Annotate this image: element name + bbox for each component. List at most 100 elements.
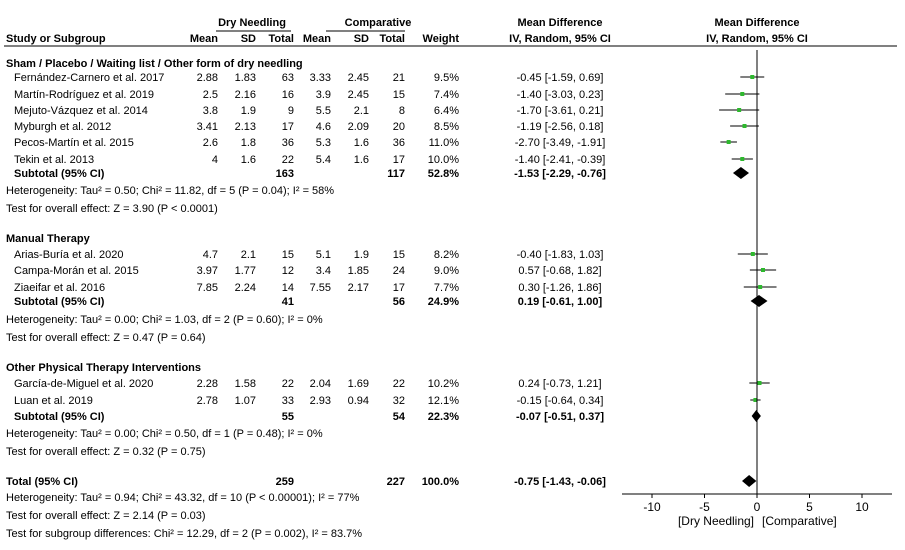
sd1-column-header: SD — [241, 33, 256, 45]
total2-value: 15 — [393, 89, 405, 101]
weight-value: 7.4% — [434, 89, 459, 101]
total-weight: 100.0% — [422, 476, 460, 488]
effect-marker — [758, 285, 763, 289]
ci-text: -1.19 [-2.56, 0.18] — [517, 121, 604, 133]
mean1-value: 2.5 — [203, 89, 218, 101]
effect-marker — [737, 108, 742, 112]
total2-column-header: Total — [380, 33, 405, 45]
data-table: Dry Needling Comparative Mean Difference IV… — [4, 17, 897, 540]
total1-value: 36 — [282, 137, 294, 149]
forest-plot-panel: -10 -5 0 5 10 [Dry Needling] [Comparative] — [622, 50, 892, 528]
effect-marker — [757, 381, 762, 385]
subtotal-weight: 52.8% — [428, 168, 459, 180]
effect-marker — [742, 124, 747, 128]
mean2-value: 4.6 — [316, 121, 331, 133]
subgroup-title: Manual Therapy — [6, 233, 91, 245]
sd2-value: 1.9 — [354, 249, 369, 261]
ci-text: -1.40 [-3.03, 0.23] — [517, 89, 604, 101]
mean1-value: 2.6 — [203, 137, 218, 149]
weight-value: 11.0% — [429, 137, 460, 149]
sd2-value: 1.6 — [354, 137, 369, 149]
overall-effect-text: Test for overall effect: Z = 3.90 (P < 0… — [6, 203, 218, 215]
study-column-header: Study or Subgroup — [6, 33, 106, 45]
effect-marker — [750, 75, 755, 79]
sd2-value: 2.45 — [348, 72, 369, 84]
mean1-value: 4.7 — [203, 249, 218, 261]
total1-value: 17 — [282, 121, 294, 133]
overall-effect-text: Test for overall effect: Z = 0.47 (P = 0… — [6, 332, 206, 344]
study-name: Arias-Buría et al. 2020 — [14, 249, 123, 261]
sd1-value: 1.83 — [235, 72, 256, 84]
ci-text: 0.24 [-0.73, 1.21] — [518, 378, 601, 390]
sd2-value: 2.1 — [354, 105, 369, 117]
subtotal-ci-text: -1.53 [-2.29, -0.76] — [514, 168, 606, 180]
sd2-value: 0.94 — [348, 395, 369, 407]
total1-value: 22 — [282, 378, 294, 390]
mean2-value: 2.04 — [310, 378, 331, 390]
mean2-value: 5.3 — [316, 137, 331, 149]
sd2-value: 2.17 — [348, 282, 369, 294]
sd1-value: 2.13 — [235, 121, 256, 133]
mean2-value: 3.9 — [316, 89, 331, 101]
total1-value: 63 — [282, 72, 294, 84]
total2-value: 20 — [393, 121, 405, 133]
subtotal-ci-text: -0.07 [-0.51, 0.37] — [516, 411, 604, 423]
subtotal-n2: 54 — [393, 411, 406, 423]
mean2-value: 5.5 — [316, 105, 331, 117]
weight-value: 8.5% — [434, 121, 459, 133]
mean2-column-header: Mean — [303, 33, 331, 45]
total-label: Total (95% CI) — [6, 476, 78, 488]
total2-value: 24 — [393, 265, 405, 277]
weight-value: 7.7% — [434, 282, 459, 294]
study-name: Fernández-Carnero et al. 2017 — [14, 72, 164, 84]
group2-header: Comparative — [345, 17, 412, 29]
total2-value: 15 — [393, 249, 405, 261]
mean2-value: 5.4 — [316, 154, 331, 166]
pooled-diamond — [741, 475, 757, 487]
weight-value: 10.2% — [428, 378, 459, 390]
ci-text: -1.40 [-2.41, -0.39] — [515, 154, 606, 166]
sd2-value: 2.45 — [348, 89, 369, 101]
weight-value: 9.0% — [434, 265, 459, 277]
favours-left-label: [Dry Needling] — [678, 514, 754, 528]
subtotal-label: Subtotal (95% CI) — [14, 168, 105, 180]
group1-header: Dry Needling — [218, 17, 286, 29]
total1-value: 15 — [282, 249, 294, 261]
study-name: Luan et al. 2019 — [14, 395, 93, 407]
subtotal-label: Subtotal (95% CI) — [14, 296, 105, 308]
weight-value: 9.5% — [434, 72, 459, 84]
mean2-value: 5.1 — [316, 249, 331, 261]
x-tick-label: 10 — [855, 500, 869, 514]
effect-marker — [753, 398, 758, 402]
effect-marker — [726, 140, 731, 144]
total1-value: 12 — [282, 265, 294, 277]
mean1-value: 4 — [212, 154, 218, 166]
pooled-diamond — [732, 167, 750, 179]
overall-effect-text: Test for overall effect: Z = 0.32 (P = 0… — [6, 446, 206, 458]
heterogeneity-text: Heterogeneity: Tau² = 0.00; Chi² = 0.50,… — [6, 428, 323, 440]
sd2-column-header: SD — [354, 33, 369, 45]
ci-text: 0.57 [-0.68, 1.82] — [518, 265, 601, 277]
pooled-diamond — [750, 295, 768, 307]
subtotal-n1: 55 — [282, 411, 294, 423]
mean2-value: 2.93 — [310, 395, 331, 407]
mean2-value: 3.33 — [310, 72, 331, 84]
total2-value: 32 — [393, 395, 405, 407]
x-tick-label: -10 — [643, 500, 661, 514]
x-tick-label: -5 — [699, 500, 710, 514]
total1-value: 33 — [282, 395, 294, 407]
study-name: García-de-Miguel et al. 2020 — [14, 378, 153, 390]
total2-value: 21 — [393, 72, 405, 84]
ci-text: -1.70 [-3.61, 0.21] — [517, 105, 604, 117]
sd1-value: 1.9 — [241, 105, 256, 117]
ci-text: -0.45 [-1.59, 0.69] — [517, 72, 604, 84]
total2-value: 36 — [393, 137, 405, 149]
mean1-value: 3.8 — [203, 105, 218, 117]
ci-text: 0.30 [-1.26, 1.86] — [518, 282, 601, 294]
subgroup-title: Sham / Placebo / Waiting list / Other fo… — [6, 58, 303, 70]
effect-marker — [740, 92, 745, 96]
ci-text: -0.40 [-1.83, 1.03] — [517, 249, 604, 261]
sd1-value: 1.6 — [241, 154, 256, 166]
mean1-value: 3.41 — [197, 121, 218, 133]
sd1-value: 1.07 — [235, 395, 256, 407]
